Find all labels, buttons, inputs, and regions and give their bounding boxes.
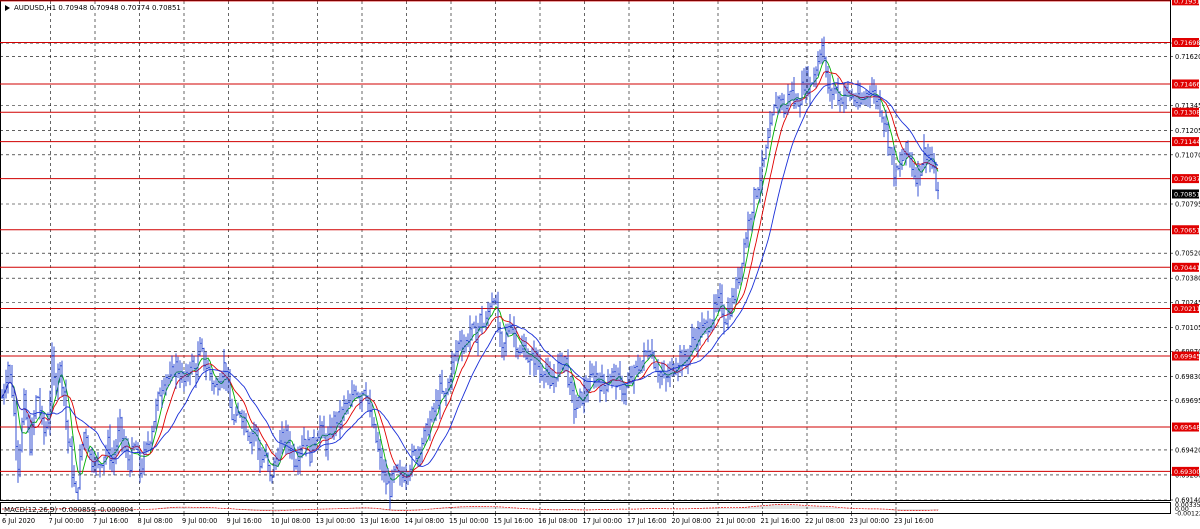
x-tick-label: 9 Jul 16:00 bbox=[227, 517, 262, 525]
level-label: 0.69300 bbox=[1174, 468, 1200, 476]
symbol-header: AUDUSD,H1 0.70948 0.70948 0.70774 0.7085… bbox=[14, 4, 181, 12]
x-tick-label: 22 Jul 08:00 bbox=[805, 517, 845, 525]
x-tick-label: 21 Jul 16:00 bbox=[761, 517, 801, 525]
x-tick-label: 23 Jul 16:00 bbox=[894, 517, 934, 525]
macd-tick-label: -0.00122 bbox=[1175, 511, 1200, 518]
level-label: 0.70651 bbox=[1174, 226, 1200, 234]
y-tick-label: 0.71205 bbox=[1175, 127, 1200, 135]
level-label: 0.70441 bbox=[1174, 264, 1200, 272]
main-plot-frame bbox=[0, 0, 1171, 501]
x-tick-label: 14 Jul 08:00 bbox=[405, 517, 445, 525]
x-tick-label: 20 Jul 08:00 bbox=[672, 517, 712, 525]
x-tick-label: 15 Jul 00:00 bbox=[449, 517, 489, 525]
x-tick-label: 7 Jul 16:00 bbox=[93, 517, 128, 525]
level-label-box bbox=[1172, 351, 1199, 361]
macd-tick-label: 0.00 bbox=[1175, 506, 1189, 513]
x-tick-label: 13 Jul 00:00 bbox=[316, 517, 356, 525]
y-tick-label: 0.71620 bbox=[1175, 53, 1200, 61]
macd-histogram bbox=[2, 503, 939, 512]
level-label-box bbox=[1172, 37, 1199, 47]
x-tick-label: 8 Jul 08:00 bbox=[138, 517, 173, 525]
y-tick-label: 0.69420 bbox=[1175, 446, 1200, 454]
x-tick-label: 6 Jul 2020 bbox=[2, 517, 35, 525]
level-label: 0.71931 bbox=[1174, 0, 1200, 5]
price-bars bbox=[1, 36, 939, 511]
x-tick-label: 13 Jul 16:00 bbox=[360, 517, 400, 525]
level-label-box bbox=[1172, 0, 1199, 6]
level-label-box bbox=[1172, 422, 1199, 432]
grid bbox=[0, 1, 1170, 513]
y-tick-label: 0.69830 bbox=[1175, 373, 1200, 381]
level-label: 0.71308 bbox=[1174, 109, 1200, 117]
x-tick-label: 23 Jul 00:00 bbox=[850, 517, 890, 525]
y-tick-label: 0.70245 bbox=[1175, 299, 1200, 307]
current-price-label: 0.70851 bbox=[1174, 190, 1200, 198]
x-tick-label: 10 Jul 08:00 bbox=[271, 517, 311, 525]
level-label: 0.71466 bbox=[1174, 80, 1200, 88]
y-tick-label: 0.70795 bbox=[1175, 200, 1200, 208]
x-tick-label: 7 Jul 00:00 bbox=[49, 517, 84, 525]
level-label-box bbox=[1172, 79, 1199, 89]
level-label-box bbox=[1172, 137, 1199, 147]
level-label-box bbox=[1172, 303, 1199, 313]
level-label: 0.70937 bbox=[1174, 175, 1200, 183]
level-label-box bbox=[1172, 174, 1199, 184]
level-label: 0.69945 bbox=[1174, 353, 1200, 361]
y-tick-label: 0.70380 bbox=[1175, 275, 1200, 283]
level-label-box bbox=[1172, 262, 1199, 272]
y-tick-label: 0.71345 bbox=[1175, 102, 1200, 110]
ma-slow-line bbox=[1, 81, 939, 467]
level-label: 0.71144 bbox=[1174, 138, 1200, 146]
time-axis: 6 Jul 2020 7 Jul 00:00 7 Jul 16:00 8 Jul 08… bbox=[2, 513, 934, 525]
y-tick-label: 0.71070 bbox=[1175, 151, 1200, 159]
y-tick-label: 0.69140 bbox=[1175, 497, 1200, 505]
level-labels: 0.71931 0.71698 0.71466 0.71308 0.71144 0.709… bbox=[1172, 0, 1200, 476]
macd-plot-frame bbox=[0, 502, 1171, 514]
level-label: 0.70211 bbox=[1174, 305, 1200, 313]
y-tick-label: 0.70105 bbox=[1175, 324, 1200, 332]
macd-label: MACD(12,26,9) -0.000859 -0.000804 bbox=[4, 506, 134, 514]
x-tick-label: 17 Jul 16:00 bbox=[627, 517, 667, 525]
level-label-box bbox=[1172, 225, 1199, 235]
horizontal-levels bbox=[0, 0, 1170, 472]
macd-signal-line bbox=[2, 503, 938, 512]
level-label: 0.69548 bbox=[1174, 424, 1200, 432]
y-tick-label: 0.69695 bbox=[1175, 397, 1200, 405]
macd-tick-label: 0.00335 bbox=[1175, 502, 1200, 509]
x-tick-label: 16 Jul 08:00 bbox=[538, 517, 578, 525]
x-tick-label: 9 Jul 00:00 bbox=[182, 517, 217, 525]
level-label: 0.71698 bbox=[1174, 39, 1200, 47]
x-tick-label: 15 Jul 16:00 bbox=[494, 517, 534, 525]
level-label-box bbox=[1172, 107, 1199, 117]
y-tick-label: 0.70520 bbox=[1175, 250, 1200, 258]
current-price-box bbox=[1172, 189, 1199, 199]
collapse-icon[interactable] bbox=[5, 5, 10, 11]
x-tick-label: 17 Jul 00:00 bbox=[583, 517, 623, 525]
x-tick-label: 21 Jul 00:00 bbox=[716, 517, 756, 525]
level-label-box bbox=[1172, 466, 1199, 476]
